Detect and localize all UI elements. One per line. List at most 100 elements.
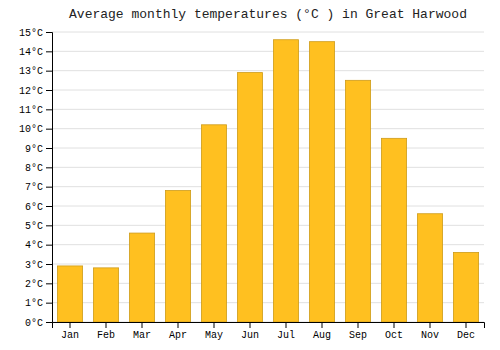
y-tick: 5°C: [25, 221, 52, 232]
y-tick-label: 14°C: [19, 47, 43, 58]
x-tick-mark: [286, 322, 287, 328]
x-tick: Aug: [313, 322, 331, 341]
y-tick: 14°C: [19, 47, 52, 58]
bar: [129, 233, 154, 322]
x-tick-label: Mar: [133, 330, 151, 341]
x-tick-label: Oct: [385, 330, 403, 341]
x-tick-mark: [70, 322, 71, 328]
y-tick-mark: [46, 264, 52, 265]
x-tick-mark: [394, 322, 395, 328]
y-tick: 0°C: [25, 318, 52, 329]
y-tick-mark: [46, 51, 52, 52]
y-tick-mark: [46, 245, 52, 246]
x-tick-label: Aug: [313, 330, 331, 341]
x-tick-mark: [106, 322, 107, 328]
grid-line: [52, 167, 484, 168]
bars: [57, 40, 478, 322]
x-axis: Jan Feb Mar Apr May Jun Jul Aug Sep Oct Nov Dec: [53, 322, 485, 341]
x-tick-mark: [358, 322, 359, 328]
y-tick: 4°C: [25, 240, 52, 251]
y-tick: 11°C: [19, 105, 52, 116]
y-axis: 0°C 1°C 2°C 3°C 4°C 5°C 6°C 7°C 8°C 9°C 10°C 11°C 12…: [19, 28, 53, 329]
y-tick-label: 7°C: [25, 182, 43, 193]
bar: [345, 80, 370, 322]
y-tick: 10°C: [19, 124, 52, 135]
y-axis-line: [46, 33, 53, 323]
x-tick-mark: [142, 322, 143, 328]
y-tick-label: 1°C: [25, 298, 43, 309]
plot-area: 0°C 1°C 2°C 3°C 4°C 5°C 6°C 7°C 8°C 9°C 10°C 11°C 12…: [19, 28, 485, 341]
bar: [57, 266, 82, 322]
x-tick: Mar: [133, 322, 151, 341]
y-tick-mark: [46, 322, 52, 323]
y-tick-label: 15°C: [19, 28, 43, 39]
bar: [453, 252, 478, 322]
x-tick-mark: [430, 322, 431, 328]
x-tick-label: Apr: [169, 330, 187, 341]
grid-line: [52, 206, 484, 207]
x-tick-label: Nov: [421, 330, 439, 341]
grid-line: [52, 148, 484, 149]
y-tick: 13°C: [19, 66, 52, 77]
y-tick-mark: [46, 206, 52, 207]
x-tick-label: Dec: [457, 330, 475, 341]
grid-line: [52, 32, 484, 33]
y-tick-label: 9°C: [25, 144, 43, 155]
y-tick-mark: [46, 71, 52, 72]
chart-container: 0°C 1°C 2°C 3°C 4°C 5°C 6°C 7°C 8°C 9°C 10°C 11°C 12…: [0, 0, 500, 350]
chart-svg: 0°C 1°C 2°C 3°C 4°C 5°C 6°C 7°C 8°C 9°C 10°C 11°C 12…: [0, 0, 500, 350]
y-tick-mark: [46, 303, 52, 304]
y-tick: 2°C: [25, 279, 52, 290]
y-tick-mark: [46, 283, 52, 284]
grid-line: [52, 128, 484, 129]
bar: [309, 42, 334, 322]
x-tick: Feb: [97, 322, 115, 341]
y-tick-label: 10°C: [19, 124, 43, 135]
bar: [93, 268, 118, 322]
grid-line: [52, 70, 484, 71]
x-tick-label: May: [205, 330, 223, 341]
bar: [237, 73, 262, 322]
y-tick-mark: [46, 90, 52, 91]
x-tick: Nov: [421, 322, 439, 341]
x-tick: Apr: [169, 322, 187, 341]
bar: [201, 125, 226, 322]
y-tick: 9°C: [25, 144, 52, 155]
y-tick-label: 6°C: [25, 202, 43, 213]
grid-line: [52, 51, 484, 52]
bar: [417, 214, 442, 322]
y-tick-mark: [46, 225, 52, 226]
y-tick: 7°C: [25, 182, 52, 193]
x-tick-label: Jun: [241, 330, 259, 341]
y-tick-label: 0°C: [25, 318, 43, 329]
y-tick-label: 4°C: [25, 240, 43, 251]
y-tick-mark: [46, 32, 52, 33]
x-tick-label: Jul: [277, 330, 295, 341]
y-tick-mark: [46, 129, 52, 130]
grid: [52, 32, 484, 322]
y-tick-mark: [46, 109, 52, 110]
x-tick: Jan: [61, 322, 79, 341]
y-tick: 15°C: [19, 28, 52, 39]
y-tick: 8°C: [25, 163, 52, 174]
x-tick: Dec: [457, 322, 475, 341]
y-tick-label: 8°C: [25, 163, 43, 174]
x-axis-line: [53, 323, 485, 329]
y-tick: 12°C: [19, 86, 52, 97]
grid-line: [52, 186, 484, 187]
title: Average monthly temperatures (°C ) in Gr…: [69, 7, 467, 22]
x-tick: Jun: [241, 322, 259, 341]
x-tick-label: Sep: [349, 330, 367, 341]
bar: [381, 138, 406, 322]
y-tick-mark: [46, 187, 52, 188]
bar: [165, 191, 190, 322]
grid-line: [52, 109, 484, 110]
x-tick-mark: [250, 322, 251, 328]
y-tick: 6°C: [25, 202, 52, 213]
y-tick: 1°C: [25, 298, 52, 309]
x-tick: May: [205, 322, 223, 341]
y-tick-label: 11°C: [19, 105, 43, 116]
x-tick: Oct: [385, 322, 403, 341]
x-tick-label: Feb: [97, 330, 115, 341]
y-tick-label: 3°C: [25, 260, 43, 271]
